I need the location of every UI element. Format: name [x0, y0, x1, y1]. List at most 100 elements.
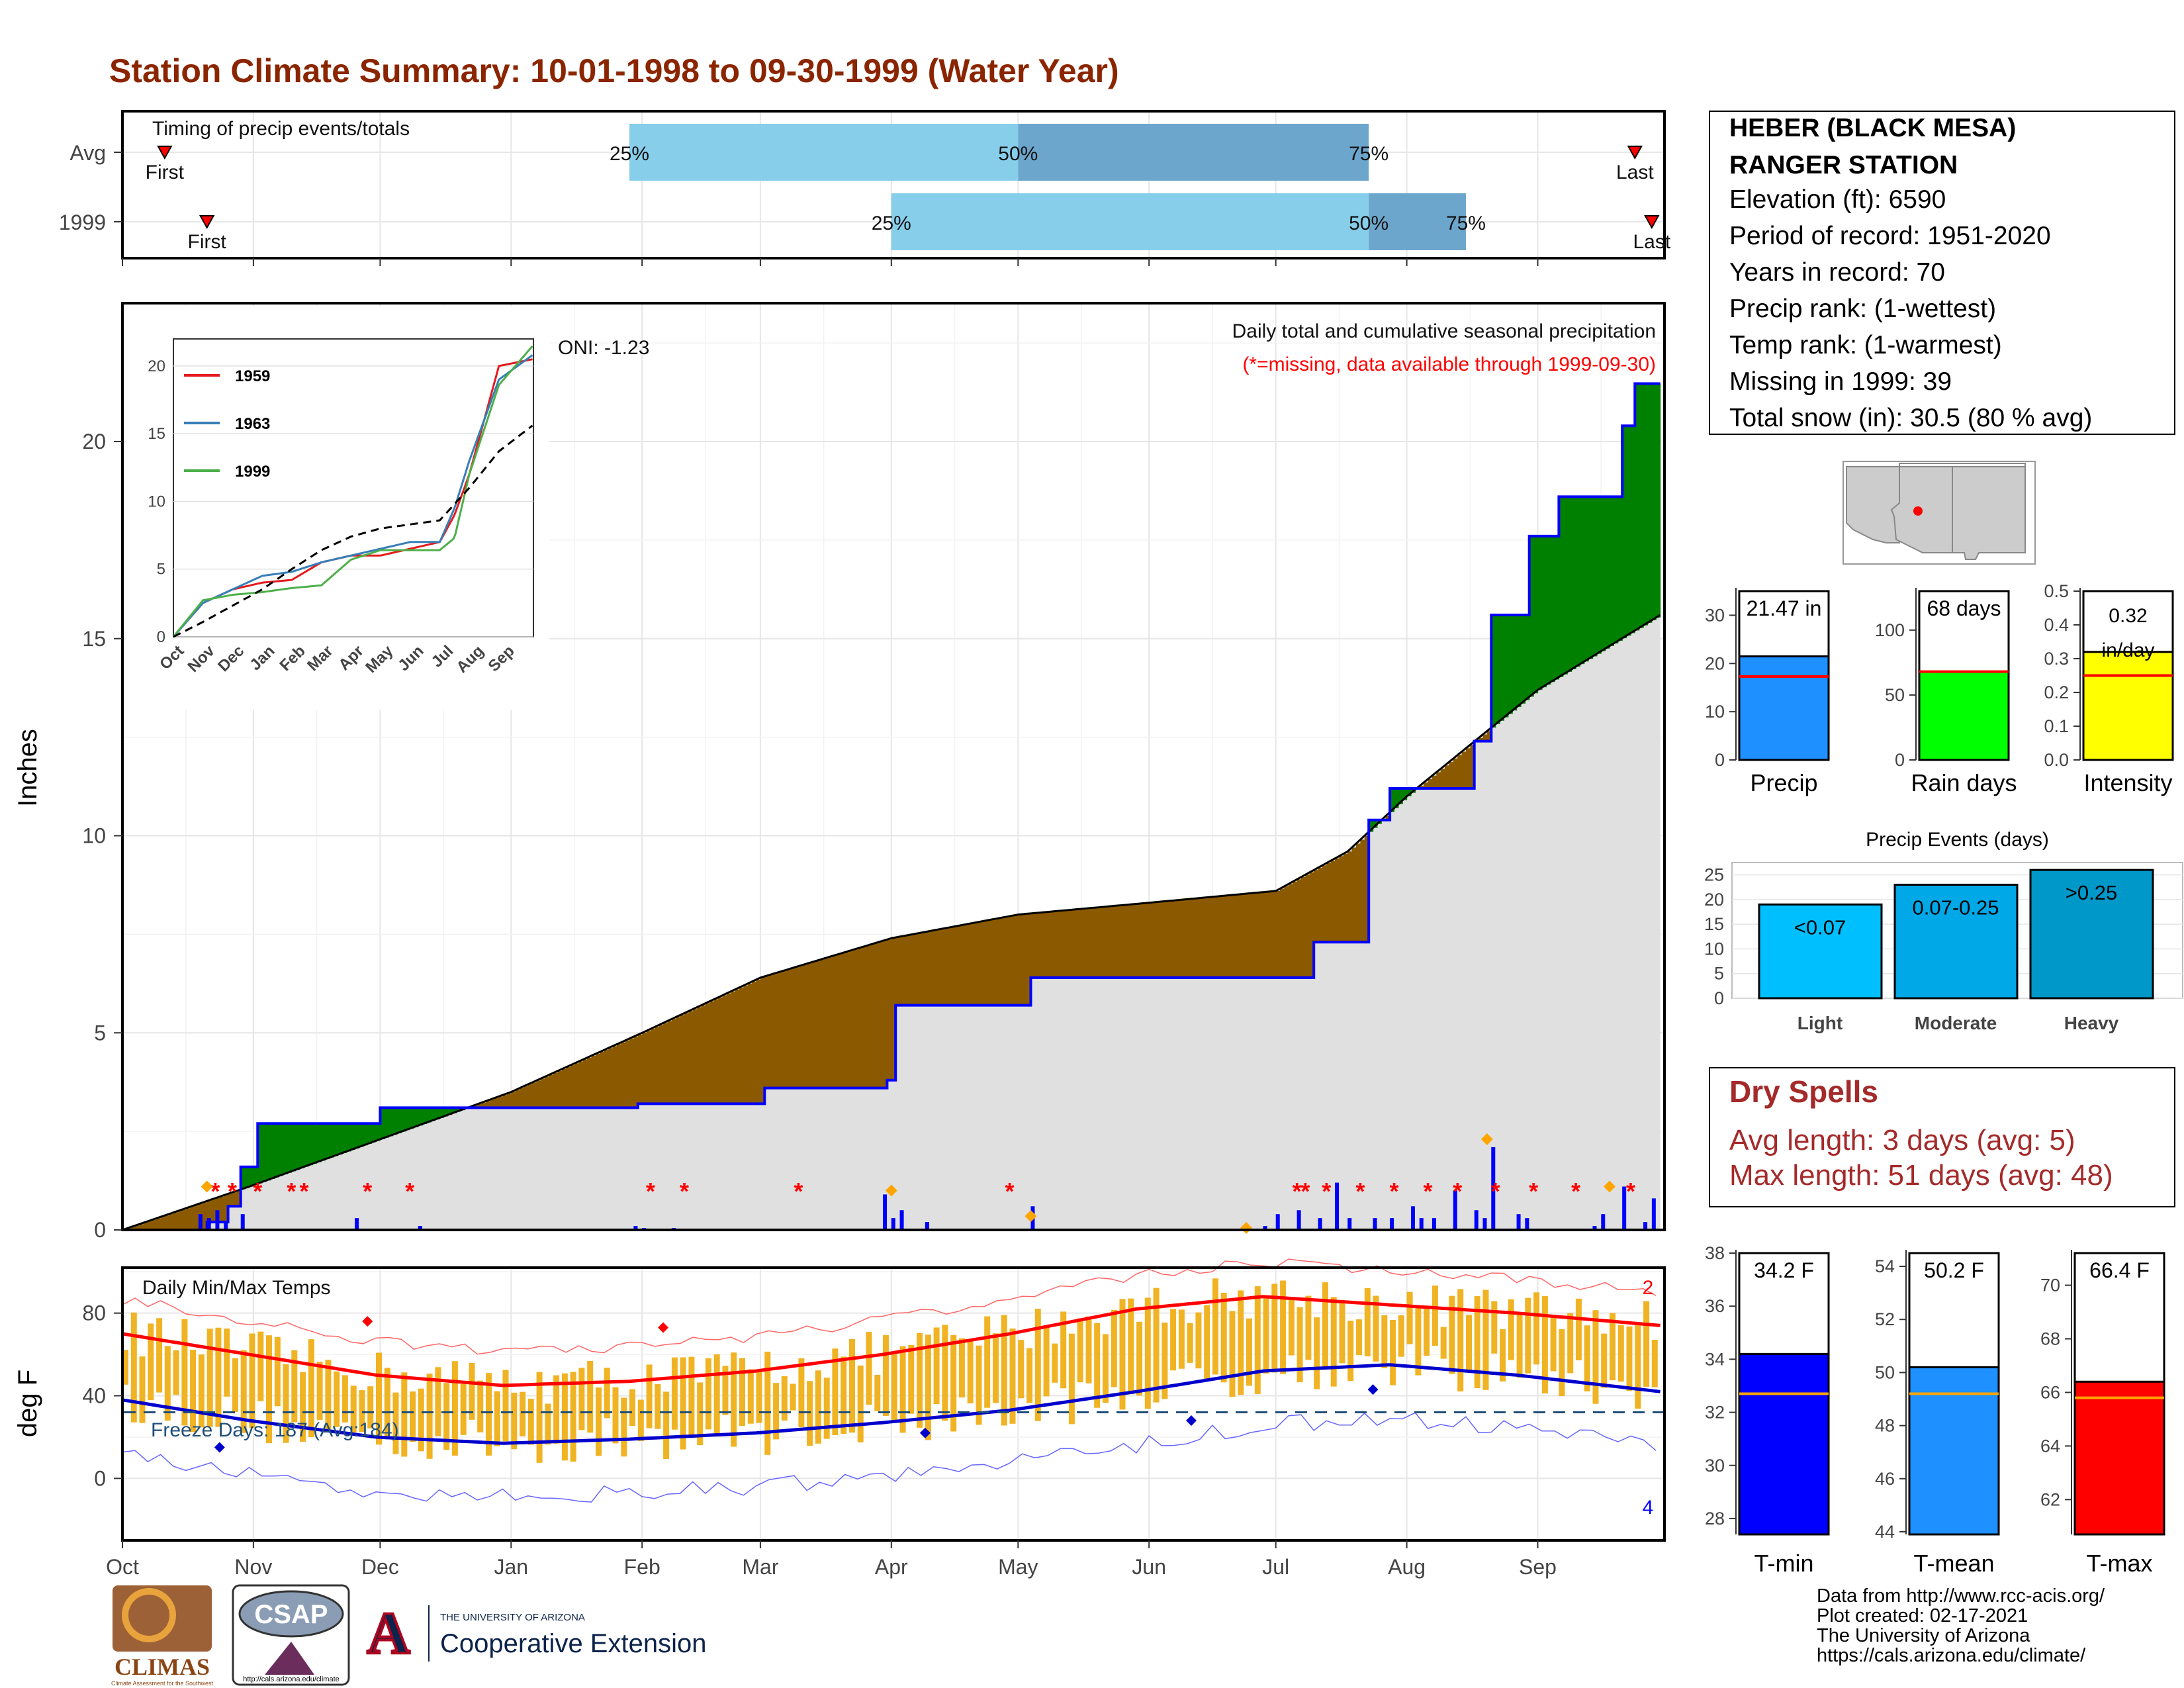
daily-precip-bar: [1263, 1226, 1267, 1230]
deficit-area: [1470, 745, 1475, 789]
precip-ytick-label: 5: [94, 1021, 106, 1045]
daily-temp-bar: [1516, 1315, 1523, 1378]
month-label: Jul: [1262, 1555, 1289, 1579]
minibar-ytick-label: 0.1: [2044, 716, 2069, 736]
deficit-area: [502, 1095, 508, 1108]
deficit-area: [486, 1101, 490, 1108]
daily-temp-bar: [1119, 1299, 1126, 1410]
deficit-area: [1271, 891, 1277, 978]
minibar-ytick-label: 64: [2040, 1436, 2060, 1456]
daily-temp-bar: [731, 1352, 737, 1447]
deficit-area: [1005, 917, 1011, 1006]
daily-precip-bar: [1275, 1214, 1280, 1230]
daily-temp-bar: [1440, 1327, 1447, 1359]
normal-precip-area: [122, 615, 1661, 1230]
deficit-area: [726, 993, 731, 1104]
daily-temp-bar: [173, 1350, 179, 1395]
daily-temp-bar: [300, 1372, 306, 1442]
surplus-area: [426, 1107, 432, 1123]
daily-temp-bar: [232, 1358, 238, 1412]
deficit-area: [1216, 896, 1222, 978]
daily-precip-bar: [198, 1214, 203, 1230]
minibar-ytick-label: 68: [2040, 1329, 2060, 1349]
timing-first-label: First: [146, 162, 185, 183]
surplus-area: [1533, 536, 1539, 694]
deficit-area: [1330, 861, 1336, 943]
deficit-area: [1089, 908, 1095, 978]
surplus-area: [1390, 788, 1395, 812]
station-precip-rank: Precip rank: (1-wettest): [1729, 295, 1996, 323]
deficit-area: [1293, 881, 1298, 978]
daily-temp-bar: [206, 1329, 213, 1427]
daily-precip-bar: [883, 1194, 887, 1230]
daily-temp-bar: [849, 1339, 855, 1433]
daily-temp-bar: [1541, 1295, 1548, 1394]
deficit-area: [972, 923, 977, 1006]
minibar-ytick-label: 10: [1705, 702, 1725, 722]
minibar-ytick-label: 30: [1705, 605, 1725, 625]
station-elevation: Elevation (ft): 6590: [1729, 185, 1946, 214]
month-label: Nov: [234, 1555, 272, 1579]
normal-cumulative-line: [122, 614, 1661, 1231]
daily-temp-bar: [1220, 1292, 1227, 1383]
station-name-line1: HEBER (BLACK MESA): [1729, 114, 2016, 142]
deficit-area: [1322, 865, 1327, 943]
minibar-ytick-label: 32: [1705, 1403, 1725, 1423]
ua-small-text: THE UNIVERSITY OF ARIZONA: [440, 1612, 585, 1623]
daily-temp-bar: [130, 1312, 137, 1423]
missing-marker: *: [287, 1178, 296, 1205]
csap-mountain: [265, 1642, 314, 1675]
timing-p50-label: 50%: [998, 143, 1038, 165]
daily-temp-bar: [502, 1370, 509, 1442]
deficit-area: [582, 1059, 588, 1108]
daily-temp-bar: [1136, 1321, 1143, 1396]
missing-marker: *: [794, 1178, 803, 1205]
daily-precip-bar: [1482, 1218, 1487, 1230]
daily-temp-bar: [1187, 1323, 1193, 1363]
daily-precip-bar: [1453, 1190, 1457, 1230]
daily-temp-bar: [976, 1345, 982, 1425]
deficit-area: [570, 1065, 575, 1108]
daily-precip-bar: [240, 1214, 245, 1230]
daily-temp-bar: [181, 1319, 188, 1426]
events-category-label: Moderate: [1915, 1013, 1997, 1033]
daily-temp-bar: [1432, 1286, 1438, 1346]
surplus-area: [1656, 383, 1661, 618]
surplus-area: [1529, 536, 1534, 697]
month-label: Feb: [624, 1555, 660, 1579]
daily-temp-bar: [410, 1391, 416, 1442]
minibar-value-label: 34.2 F: [1754, 1258, 1814, 1282]
map-state-new-mexico: [1952, 466, 2026, 560]
csap-cloud: [238, 1590, 344, 1638]
deficit-area: [600, 1052, 605, 1108]
timing-last-label: Last: [1616, 162, 1654, 183]
daily-temp-bar: [1077, 1318, 1083, 1383]
surplus-area: [1541, 536, 1547, 688]
surplus-area: [401, 1107, 406, 1132]
deficit-area: [988, 919, 993, 1006]
surplus-area: [1406, 788, 1412, 796]
deficit-area: [612, 1046, 617, 1108]
missing-marker: *: [1389, 1178, 1398, 1205]
deficit-area: [1158, 902, 1162, 978]
daily-precip-bar: [633, 1226, 638, 1230]
daily-temp-bar: [713, 1354, 720, 1434]
deficit-area: [1225, 896, 1230, 978]
daily-temp-bar: [1567, 1313, 1574, 1374]
daily-temp-bar: [1415, 1308, 1422, 1376]
daily-temp-bar: [1491, 1301, 1498, 1354]
deficit-area: [604, 1050, 609, 1108]
timing-last-marker: [1627, 146, 1643, 160]
record-low-marker: [919, 1427, 931, 1438]
deficit-area: [1242, 894, 1247, 978]
deficit-area: [173, 1212, 178, 1230]
station-missing: Missing in 1999: 39: [1729, 367, 1952, 396]
temp-title: Daily Min/Max Temps: [142, 1277, 331, 1299]
daily-temp-bar: [1254, 1286, 1261, 1394]
minibar-ytick-label: 0.2: [2044, 682, 2069, 702]
daily-precip-bar: [206, 1218, 211, 1230]
daily-temp-bar: [629, 1389, 635, 1427]
surplus-area: [295, 1123, 300, 1170]
minibar-ytick-label: 100: [1875, 620, 1905, 640]
inset-ytick-label: 5: [157, 561, 165, 579]
